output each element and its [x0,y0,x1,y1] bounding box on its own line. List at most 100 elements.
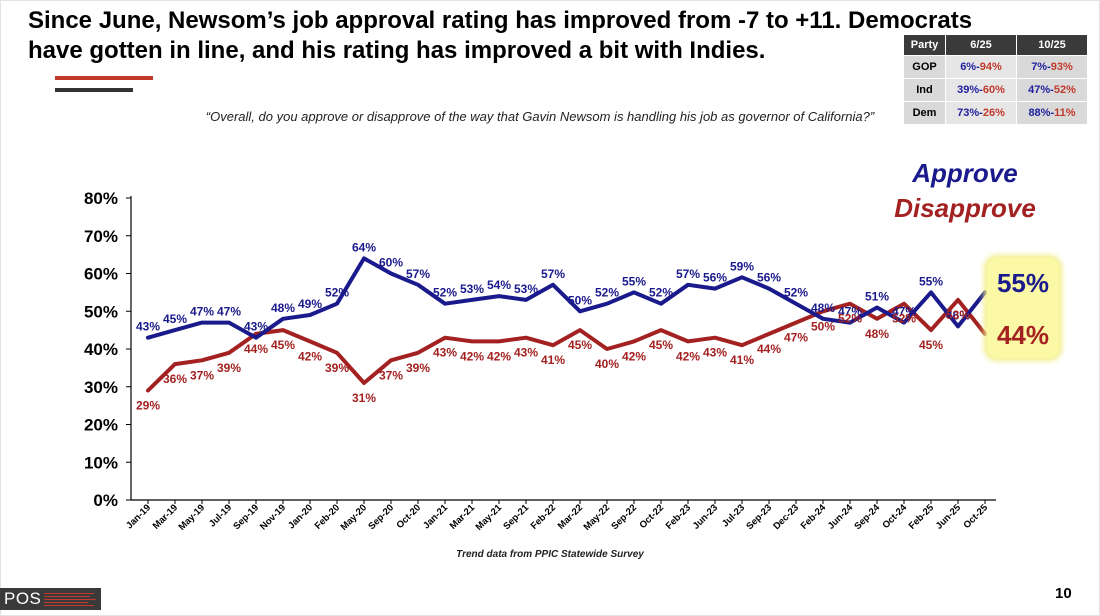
disapprove-share: 93% [1050,61,1073,73]
party-name-cell: GOP [903,55,946,79]
x-tick-label: Sep-23 [744,502,774,532]
approve-data-label: 47% [217,305,241,319]
x-tick-label: Feb-22 [529,502,558,531]
legend-disapprove: Disapprove [894,193,1036,223]
callout-disapprove-value: 44% [996,320,1050,350]
disapprove-data-label: 37% [190,368,214,382]
table-header-row: Party 6/25 10/25 [903,34,1088,56]
x-tick-label: Jul-23 [720,502,747,529]
disapprove-data-label: 42% [298,349,322,363]
callout-approve-value: 55% [996,268,1050,298]
disapprove-data-label: 42% [460,349,484,363]
approve-data-label: 47% [838,305,862,319]
rating-cell-oct: 7%-93% [1016,55,1088,79]
disapprove-data-label: 52% [892,312,916,326]
headline-line-2: have gotten in line, and his rating has … [28,37,766,64]
approve-data-label: 48% [811,301,835,315]
disapprove-data-label: 53% [946,308,970,322]
source-note: Trend data from PPIC Statewide Survey [456,549,644,560]
approve-data-label: 57% [541,267,565,281]
x-tick-label: Jan-19 [124,502,153,531]
y-tick-label: 50% [84,302,118,321]
accent-rule-dark [55,88,133,92]
x-tick-label: Sep-24 [852,502,882,532]
approve-data-label: 45% [163,312,187,326]
table-row: Ind 39%-60% 47%-52% [903,78,1088,102]
share-separator: - [976,61,980,73]
disapprove-data-label: 39% [217,361,241,375]
approve-data-label: 48% [271,301,295,315]
logo-stripe [44,602,88,603]
approve-share: 73% [957,107,980,119]
y-tick-label: 70% [84,227,118,246]
disapprove-data-label: 45% [649,338,673,352]
disapprove-share: 94% [979,61,1002,73]
party-breakdown-table: Party 6/25 10/25 GOP 6%-94% 7%-93% Ind 39%-6… [903,34,1088,125]
approve-data-label: 59% [730,259,754,273]
logo-stripe [44,596,90,597]
approve-data-label: 53% [460,282,484,296]
approve-data-label: 56% [703,271,727,285]
disapprove-data-label: 45% [568,338,592,352]
disapprove-data-label: 36% [163,372,187,386]
share-separator: - [1047,61,1051,73]
party-name-cell: Dem [903,101,946,125]
approve-data-label: 54% [487,278,511,292]
disapprove-data-label: 47% [784,331,808,345]
disapprove-share: 26% [982,107,1005,119]
x-tick-label: Oct-25 [961,502,990,531]
disapprove-data-label: 43% [433,346,457,360]
approve-data-label: 64% [352,240,376,254]
approve-data-label: 46% [946,308,970,322]
approve-share: 39% [957,84,980,96]
x-tick-label: Feb-24 [799,502,829,532]
x-tick-label: Oct-20 [394,502,423,531]
approve-data-label: 57% [676,267,700,281]
x-tick-label: Jun-24 [826,502,856,532]
share-separator: - [1050,107,1055,119]
disapprove-data-label: 42% [676,349,700,363]
disapprove-data-label: 42% [622,349,646,363]
x-tick-label: Sep-19 [231,502,261,532]
logo-text: POS [4,589,42,608]
party-name-cell: Ind [903,78,946,102]
rating-cell-jun: 39%-60% [945,78,1017,102]
x-tick-label: Sep-22 [609,502,639,532]
disapprove-data-label: 43% [703,346,727,360]
y-tick-label: 40% [84,340,118,359]
approve-share: 47% [1028,84,1051,96]
approve-data-label: 52% [649,286,673,300]
logo-stripe [44,593,94,594]
page-number: 10 [1055,585,1072,602]
disapprove-data-label: 41% [730,353,754,367]
approve-data-label: 52% [784,286,808,300]
disapprove-data-label: 42% [487,349,511,363]
x-tick-label: Mar-21 [448,502,478,532]
logo-stripe [44,599,96,600]
disapprove-share: 52% [1053,84,1076,96]
x-tick-label: Jan-20 [286,502,315,531]
disapprove-data-label: 40% [595,357,619,371]
logo-stripe [44,605,94,606]
approve-data-label: 53% [514,282,538,296]
approve-share: 6% [960,61,977,73]
disapprove-data-label: 48% [865,327,889,341]
approve-data-label: 47% [892,305,916,319]
x-tick-label: Jun-25 [934,502,964,532]
x-tick-label: Oct-24 [880,502,909,531]
table-header-party: Party [903,34,946,56]
approve-data-label: 47% [190,305,214,319]
table-header-jun: 6/25 [945,34,1017,56]
company-logo: POS [0,588,101,610]
approve-data-label: 55% [622,274,646,288]
approve-data-label: 60% [379,256,403,270]
x-tick-label: May-22 [582,502,613,533]
approve-share: 88% [1028,107,1051,119]
x-tick-label: Feb-23 [664,502,693,531]
approve-data-label: 56% [757,271,781,285]
disapprove-share: 11% [1054,107,1076,119]
disapprove-data-label: 52% [838,312,862,326]
survey-question: “Overall, do you approve or disapprove o… [205,109,875,124]
disapprove-share: 60% [982,84,1005,96]
approve-data-label: 52% [325,286,349,300]
